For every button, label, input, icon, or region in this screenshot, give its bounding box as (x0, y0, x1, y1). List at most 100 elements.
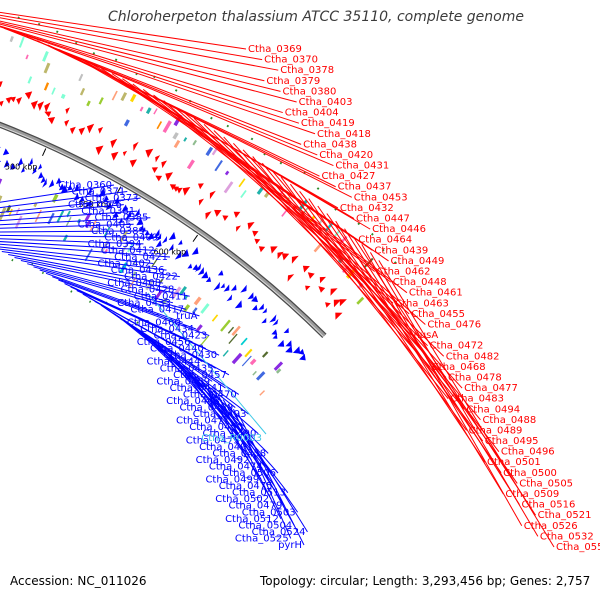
leader-line (0, 246, 154, 265)
forward-gene-arrow (305, 285, 311, 291)
gene-label: Ctha_0436 (111, 265, 165, 276)
rna-tick (210, 116, 213, 120)
forward-gene-arrow (333, 299, 342, 308)
function-block (275, 368, 282, 374)
forward-gene-arrow (0, 81, 3, 88)
reverse-gene-arrow (79, 196, 85, 203)
function-block (103, 226, 111, 238)
gene-label: Ctha_0494 (466, 404, 520, 415)
forward-gene-arrow (155, 175, 163, 182)
reverse-gene-arrow (181, 249, 189, 257)
gene-label: Ctha_0458 (212, 448, 266, 459)
reverse-gene-arrow (112, 211, 119, 218)
reverse-gene-arrow (37, 163, 42, 170)
forward-gene-arrow (145, 148, 154, 158)
forward-gene-arrow (16, 97, 22, 105)
function-block (43, 62, 51, 74)
function-block (231, 325, 241, 336)
gene-label: Ctha_0450 (189, 422, 243, 433)
function-block (205, 146, 214, 157)
reverse-gene-arrow (60, 184, 68, 194)
function-block (222, 350, 229, 357)
reverse-gene-arrow (42, 178, 47, 188)
function-block (139, 106, 144, 112)
rna-tick (114, 58, 118, 62)
reverse-gene-arrow (178, 239, 183, 245)
reverse-gene-arrow (234, 300, 242, 309)
gene-label: Ctha_0440 (150, 344, 204, 355)
gene-label: Ctha_0468 (432, 362, 486, 373)
function-block (86, 100, 91, 107)
leader-line (0, 17, 279, 71)
gene-label: Ctha_0430 (163, 350, 217, 361)
gene-label: Ctha_0532 (540, 531, 594, 542)
forward-gene-arrow (302, 265, 310, 273)
reverse-gene-arrow (283, 327, 289, 333)
function-block (252, 370, 257, 376)
gene-label: Ctha_0422 (124, 272, 178, 283)
reverse-gene-arrow (201, 271, 209, 279)
forward-gene-arrow (69, 126, 76, 135)
leader-line (0, 25, 283, 114)
leader-line (233, 408, 292, 539)
function-block (259, 390, 265, 396)
leader-line (112, 312, 239, 395)
gene-label: Ctha_0463 (395, 298, 449, 309)
reverse-gene-arrow (285, 345, 293, 353)
function-block (195, 324, 203, 332)
function-block (186, 159, 195, 170)
function-block (238, 178, 246, 188)
gene-label: Ctha_0509 (505, 489, 559, 500)
reverse-gene-arrow (258, 303, 264, 310)
leader-line (70, 286, 207, 350)
function-block (162, 120, 172, 133)
reverse-gene-arrow (136, 217, 144, 226)
forward-gene-arrow (37, 101, 44, 111)
reverse-gene-arrow (10, 163, 16, 170)
gene-label: pyrH (278, 540, 302, 551)
genes-value: 2,757 (555, 574, 591, 588)
leader-line (0, 26, 316, 135)
gene-label: Ctha_0482 (446, 351, 500, 362)
forward-gene-arrow (182, 187, 191, 196)
forward-gene-arrow (30, 100, 38, 110)
reverse-gene-arrow (121, 204, 128, 212)
map-title-bar: Chloroherpeton thalassium ATCC 35110, co… (0, 6, 600, 28)
function-block (173, 139, 181, 149)
reverse-gene-arrow (187, 263, 193, 269)
gene-label: Ctha_0502 (215, 494, 269, 505)
forward-gene-arrow (319, 276, 326, 284)
forward-gene-arrow (335, 312, 343, 320)
function-block (200, 303, 210, 314)
reverse-gene-arrow (223, 284, 230, 292)
leader-line (0, 243, 171, 258)
forward-gene-arrow (252, 230, 259, 237)
forward-gene-arrow (95, 145, 104, 156)
gene-label: Ctha_0438 (303, 139, 357, 150)
reverse-gene-arrow (217, 270, 224, 276)
leader-line (0, 223, 134, 229)
gene-label: Ctha_0503 (242, 507, 296, 518)
function-block (60, 93, 66, 99)
gene-label: Ctha_0405 (78, 219, 132, 230)
gene-label: Ctha_0516 (521, 500, 575, 511)
leader-line (0, 184, 115, 203)
function-block (262, 351, 269, 358)
gene-label: Ctha_0360 (58, 180, 112, 191)
leader-line (14, 257, 177, 291)
function-block (34, 209, 42, 223)
leader-line (0, 25, 300, 124)
reverse-gene-arrow (67, 184, 73, 191)
forward-gene-arrow (133, 141, 139, 152)
leader-line (0, 23, 297, 103)
reverse-gene-arrow (197, 267, 204, 276)
leader-line (147, 292, 267, 435)
function-block (120, 92, 128, 102)
leader-line (26, 35, 334, 167)
leader-line (308, 198, 486, 463)
reverse-gene-arrow (55, 177, 62, 184)
function-block (227, 326, 235, 334)
gene-label: Ctha_0506 (222, 468, 276, 479)
gene-label: Ctha_0492 (196, 455, 250, 466)
